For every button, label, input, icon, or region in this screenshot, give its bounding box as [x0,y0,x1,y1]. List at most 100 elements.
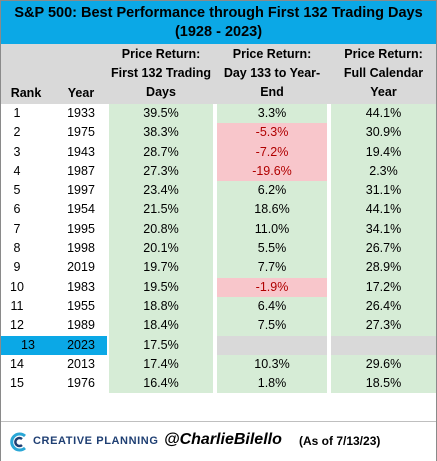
first-132-days-cell: 18.8% [109,296,213,317]
table-row: 12 1989 18.4% 7.5% 27.3% [1,316,436,336]
rank-cell: 5 [13,183,21,198]
first-132-days-cell: 21.5% [109,200,213,220]
day-133-to-year-end-cell: 1.8% [217,374,327,394]
table-row: 10 1983 19.5% -1.9% 17.2% [1,277,436,297]
year-cell: 1983 [67,279,95,294]
first-132-days-cell: 27.3% [109,161,213,182]
as-of-date: (As of 7/13/23) [299,434,381,448]
year-cell: 2023 [55,335,107,355]
first-132-days-cell: 16.4% [109,374,213,394]
full-year-cell: 18.5% [331,374,436,394]
day-133-to-year-end-cell: 10.3% [217,354,327,375]
rank-cell: 4 [13,163,21,178]
day-133-to-year-end-cell: 6.2% [217,181,327,201]
first-132-days-cell: 28.7% [109,142,213,162]
full-year-cell: 2.3% [331,161,436,182]
table-row: 11 1955 18.8% 6.4% 26.4% [1,296,436,317]
first-132-days-cell: 23.4% [109,181,213,201]
day-133-to-year-end-cell: -1.9% [217,277,327,297]
day-133-to-year-end-cell: 18.6% [217,200,327,220]
first-132-days-cell: 17.4% [109,354,213,375]
year-cell: 1933 [67,106,95,120]
day-133-to-year-end-cell: 6.4% [217,296,327,317]
rank-cell: 1 [13,106,21,120]
year-cell: 1976 [67,376,95,391]
day-133-to-year-end-cell: -7.2% [217,142,327,162]
header-first-132-days: Price Return: First 132 Trading Days [110,47,212,99]
author-handle: @CharlieBilello [164,431,282,448]
footer: CREATIVE PLANNING @CharlieBilello (As of… [1,421,436,461]
full-year-cell: 34.1% [331,219,436,240]
table-row: 4 1987 27.3% -19.6% 2.3% [1,161,436,182]
table-row: 7 1995 20.8% 11.0% 34.1% [1,219,436,240]
day-133-to-year-end-cell: 7.7% [217,258,327,278]
day-133-to-year-end-cell: -19.6% [217,161,327,182]
full-year-cell: 30.9% [331,123,436,143]
first-132-days-cell: 19.7% [109,258,213,278]
first-132-days-cell: 20.1% [109,239,213,259]
first-132-days-cell: 38.3% [109,123,213,143]
full-year-cell: 44.1% [331,104,436,124]
chart-subtitle: (1928 - 2023) [174,24,263,40]
full-year-cell: 19.4% [331,142,436,162]
rank-cell: 6 [13,202,21,217]
year-cell: 1975 [67,125,95,140]
day-133-to-year-end-cell [217,335,327,355]
day-133-to-year-end-cell: 7.5% [217,316,327,336]
rank-cell: 11 [10,298,24,313]
rank-cell: 9 [13,260,21,275]
table-body: 1 1933 39.5% 3.3% 44.1% 2 1975 38.3% -5.3% 30.9% 3… [1,104,436,394]
header-year: Year [67,86,95,100]
year-cell: 1997 [67,183,95,198]
full-year-cell: 26.7% [331,239,436,259]
creative-planning-logo-icon [10,432,26,452]
year-cell: 1943 [67,144,95,159]
header-full-calendar-year: Price Return: Full Calendar Year [343,47,424,99]
first-132-days-cell: 20.8% [109,219,213,240]
rank-cell: 15 [10,376,24,391]
rank-cell: 10 [10,279,24,294]
first-132-days-cell: 17.5% [109,335,213,355]
full-year-cell [331,335,436,355]
full-year-cell: 17.2% [331,277,436,297]
rank-cell: 7 [13,221,21,236]
table-header: Rank Year Price Return: First 132 Trading… [1,44,436,104]
day-133-to-year-end-cell: -5.3% [217,123,327,143]
table-row: 14 2013 17.4% 10.3% 29.6% [1,354,436,375]
day-133-to-year-end-cell: 3.3% [217,104,327,124]
year-cell: 1989 [67,318,95,333]
title-bar: S&P 500: Best Performance through First … [1,1,436,44]
year-cell: 2019 [67,260,95,275]
rank-cell: 14 [10,356,24,371]
table-row: 6 1954 21.5% 18.6% 44.1% [1,200,436,220]
day-133-to-year-end-cell: 11.0% [217,219,327,240]
header-rank: Rank [10,86,42,100]
full-year-cell: 26.4% [331,296,436,317]
year-cell: 1954 [67,202,95,217]
logo-text: CREATIVE PLANNING [33,435,159,447]
year-cell: 1998 [67,241,95,256]
full-year-cell: 27.3% [331,316,436,336]
rank-cell: 2 [13,125,21,140]
full-year-cell: 44.1% [331,200,436,220]
first-132-days-cell: 18.4% [109,316,213,336]
year-cell: 1987 [67,163,95,178]
rank-cell: 8 [13,241,21,256]
full-year-cell: 28.9% [331,258,436,278]
year-cell: 1995 [67,221,95,236]
table-row: 1 1933 39.5% 3.3% 44.1% [1,104,436,124]
full-year-cell: 31.1% [331,181,436,201]
table-row: 3 1943 28.7% -7.2% 19.4% [1,142,436,162]
first-132-days-cell: 19.5% [109,277,213,297]
full-year-cell: 29.6% [331,354,436,375]
table-row: 9 2019 19.7% 7.7% 28.9% [1,258,436,278]
table-row: 2 1975 38.3% -5.3% 30.9% [1,123,436,143]
year-cell: 2013 [67,356,95,371]
header-day-133-to-year-end: Price Return: Day 133 to Year- End [223,47,321,99]
table-row: 8 1998 20.1% 5.5% 26.7% [1,239,436,259]
rank-cell: 13 [1,335,55,355]
year-cell: 1955 [67,298,95,313]
table-row: 13 2023 17.5% [1,335,436,355]
rank-cell: 3 [13,144,21,159]
